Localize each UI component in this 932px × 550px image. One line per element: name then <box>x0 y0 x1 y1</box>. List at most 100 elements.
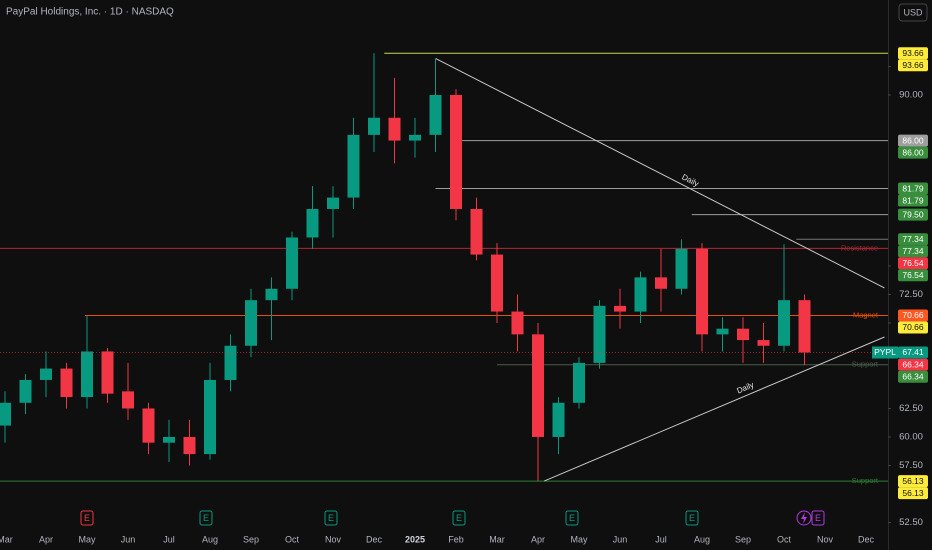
candle-body <box>450 94 462 209</box>
candle-body <box>204 379 216 455</box>
candle-body <box>368 117 380 135</box>
candle-body <box>470 208 483 255</box>
price-badge-label: 79.50 <box>902 209 924 219</box>
price-badge-label: 76.54 <box>902 270 924 280</box>
x-tick-label: Mar <box>0 534 13 544</box>
price-badge <box>898 47 928 60</box>
symbol-label: PYPL <box>874 347 896 357</box>
candle-body <box>778 300 790 346</box>
earnings-marker <box>80 510 94 526</box>
level-name: Support <box>852 360 879 369</box>
candle-body <box>245 300 257 346</box>
y-tick-label: 62.50 <box>899 403 923 414</box>
earnings-marker <box>324 510 338 526</box>
price-badge <box>898 309 928 322</box>
price-badge <box>898 134 928 147</box>
candle-body <box>798 300 811 353</box>
price-badge <box>898 146 928 159</box>
trendline <box>543 336 885 482</box>
price-badge-label: 66.34 <box>902 359 924 369</box>
level-name: Magnet <box>853 310 879 319</box>
candle-body <box>388 117 401 141</box>
price-badge-label: 70.66 <box>902 322 924 332</box>
price-badge-label: 56.13 <box>902 488 924 498</box>
currency[interactable]: USD <box>903 7 923 17</box>
x-tick-label: Aug <box>202 534 218 544</box>
y-tick-label: 90.00 <box>899 89 923 100</box>
candle-body <box>634 277 647 312</box>
candle-body <box>183 436 196 455</box>
candle-body <box>142 408 155 443</box>
candle-body <box>409 134 421 141</box>
y-tick-label: 57.50 <box>899 460 923 471</box>
symbol-badge <box>872 346 898 359</box>
price-badge <box>898 321 928 334</box>
earnings-marker <box>685 510 699 526</box>
candle-body <box>511 311 524 335</box>
level-name: Support <box>852 476 879 485</box>
price-badge <box>898 370 928 383</box>
x-tick-label: Sep <box>243 534 259 544</box>
price-badge-label: 76.54 <box>902 258 924 268</box>
candle-body <box>552 402 565 437</box>
candle-body <box>19 379 32 403</box>
y-tick-label: 60.00 <box>899 431 923 442</box>
price-badge <box>898 475 928 488</box>
price-badge-label: 86.00 <box>902 135 924 145</box>
x-tick-label: Aug <box>694 534 710 544</box>
candle-body <box>306 208 319 238</box>
price-badge <box>898 257 928 270</box>
x-tick-label: Feb <box>448 534 464 544</box>
candle-body <box>163 436 175 443</box>
earnings-marker <box>565 510 579 526</box>
earnings-marker <box>452 510 466 526</box>
earnings-label: E <box>569 513 575 523</box>
dividend-icon <box>796 510 812 526</box>
candle-body <box>265 288 278 301</box>
price-badge-label: 93.66 <box>902 48 924 58</box>
trendline <box>435 58 885 289</box>
chart-title: PayPal Holdings, Inc. · 1D · NASDAQ <box>6 7 174 18</box>
price-badge <box>898 194 928 207</box>
price-badge-label: 77.34 <box>902 246 924 256</box>
candle-body <box>614 305 626 312</box>
last-price-label: 67.41 <box>902 347 924 357</box>
price-badge-label: 66.34 <box>902 371 924 381</box>
candle-body <box>716 328 729 335</box>
x-tick-label: Oct <box>285 534 300 544</box>
y-tick-label: 72.50 <box>899 289 923 300</box>
x-tick-label: Jun <box>121 534 136 544</box>
x-tick-label: Jul <box>163 534 175 544</box>
candle-body <box>675 248 688 289</box>
x-tick-label: Sep <box>735 534 751 544</box>
x-tick-label: Nov <box>325 534 342 544</box>
price-badge <box>898 487 928 500</box>
price-badge <box>898 269 928 282</box>
currency-box[interactable] <box>898 3 928 22</box>
candle-body <box>122 391 134 409</box>
candle-body <box>491 254 503 312</box>
x-tick-label: May <box>78 534 96 544</box>
candle-body <box>286 237 298 289</box>
x-tick-label: Apr <box>39 534 53 544</box>
x-tick-label: Mar <box>489 534 505 544</box>
earnings-label: E <box>84 513 90 523</box>
price-badge <box>898 233 928 246</box>
earnings-label: E <box>203 513 209 523</box>
price-badge <box>898 182 928 195</box>
x-tick-label: Jun <box>613 534 628 544</box>
price-badge <box>898 358 928 371</box>
price-badge-label: 86.00 <box>902 147 924 157</box>
candle-body <box>60 368 73 398</box>
price-badge <box>898 59 928 72</box>
candle-body <box>757 340 770 346</box>
price-badge-label: 77.34 <box>902 234 924 244</box>
candle-body <box>429 94 442 135</box>
candle-body <box>81 351 93 398</box>
candle-body <box>224 345 237 380</box>
earnings-label: E <box>815 513 821 523</box>
candle-body <box>737 328 749 341</box>
x-tick-label: Oct <box>777 534 792 544</box>
x-tick-label: Nov <box>817 534 834 544</box>
